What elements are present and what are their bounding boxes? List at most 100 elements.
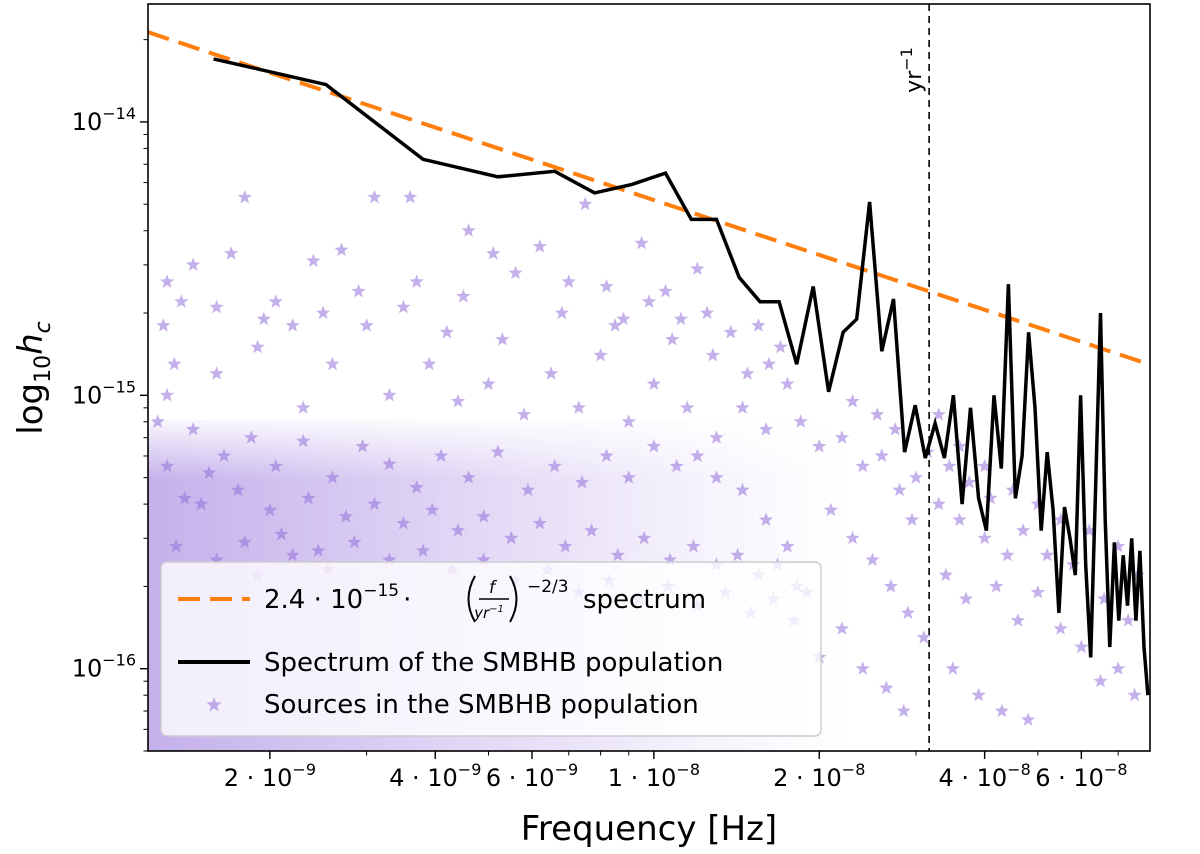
source-star-point (823, 502, 838, 517)
source-star-point (396, 299, 411, 314)
source-star-point (244, 430, 259, 444)
source-star-point (962, 475, 977, 489)
power-law-spectrum-line (148, 30, 1150, 367)
source-star-point (735, 400, 750, 414)
source-star-point (450, 523, 466, 537)
x-axis-title: Frequency [Hz] (521, 809, 777, 849)
source-star-point (730, 547, 745, 562)
legend-close-paren (509, 575, 518, 623)
source-star-point (1111, 661, 1126, 675)
legend-spectrum-word: spectrum (583, 585, 706, 615)
source-star-point (621, 414, 636, 428)
x-tick-exponent: −8 (1104, 760, 1128, 779)
x-tick-label: 4 · 10−8 (938, 760, 1030, 792)
source-star-point (532, 239, 547, 253)
source-star-point (355, 439, 370, 453)
y-tick-label: 10−15 (72, 377, 136, 409)
source-star-point (1053, 512, 1068, 526)
source-star-point (532, 515, 547, 530)
x-tick-exponent: −8 (1007, 760, 1031, 779)
source-star-point (900, 605, 915, 619)
plot-frame (147, 3, 1151, 752)
source-star-point (780, 376, 795, 391)
y-tick-label: 10−14 (72, 104, 136, 136)
source-star-point (209, 299, 224, 314)
source-star-point (879, 680, 894, 695)
x-tick-label: 4 · 10−9 (389, 760, 481, 792)
svg-text:2.4 · 10−15·: 2.4 · 10−15 · (264, 581, 411, 615)
legend-swatch-sources-star (206, 697, 222, 712)
source-star-point (311, 543, 326, 557)
source-star-point (1082, 523, 1097, 537)
source-star-point (274, 526, 289, 541)
source-star-point (296, 400, 311, 414)
legend-box (160, 561, 822, 737)
source-star-point (793, 414, 808, 428)
source-star-point (641, 294, 657, 308)
source-star-point (347, 534, 362, 549)
source-star-point (382, 387, 397, 402)
source-star-point (855, 458, 870, 473)
source-star-point (896, 703, 911, 718)
source-star-point (230, 482, 246, 497)
source-star-point (338, 509, 353, 523)
source-star-point (396, 515, 411, 530)
source-star-point (892, 482, 907, 497)
source-star-point (415, 543, 431, 557)
source-star-point (593, 347, 608, 362)
source-star-point (709, 430, 724, 444)
legend-power: −2/3 (527, 577, 569, 597)
source-star-point (174, 294, 189, 308)
source-star-point (547, 458, 562, 473)
y-tick-base: 10 (72, 381, 103, 409)
source-star-point (169, 539, 184, 553)
legend-dot: · (403, 585, 411, 615)
source-star-point (908, 470, 924, 484)
source-star-point (216, 448, 232, 462)
y-tick-label: 10−16 (72, 651, 136, 683)
y-tick-base: 10 (72, 655, 103, 683)
source-star-point (983, 490, 998, 505)
source-star-point (977, 530, 992, 545)
source-star-point (709, 470, 724, 484)
x-tick-mantissa: 6 · 10 (486, 764, 555, 792)
source-star-point (599, 448, 614, 462)
legend-frac-den-exp: −1 (489, 604, 504, 615)
source-star-point (461, 470, 476, 484)
legend-label-power-law: 2.4 · 10−15 · f yr−1 −2/3 spectrum (264, 575, 706, 623)
source-star-point (931, 407, 946, 421)
source-star-point (834, 621, 850, 635)
source-star-point (690, 261, 705, 275)
legend-frac-num: f (489, 578, 498, 598)
source-star-point (476, 509, 491, 523)
source-star-point (520, 482, 536, 497)
source-star-point (256, 311, 271, 326)
source-star-point (351, 283, 366, 298)
source-star-point (495, 332, 510, 346)
source-star-point (610, 547, 625, 562)
source-star-point (874, 448, 889, 462)
source-star-point (490, 444, 505, 459)
source-star-point (461, 223, 476, 237)
source-star-point (662, 552, 678, 566)
source-star-point (952, 512, 967, 526)
source-star-point (1005, 482, 1020, 497)
source-star-point (409, 480, 424, 494)
yr-label-exp: −1 (897, 47, 916, 71)
source-star-point (855, 661, 870, 675)
source-star-point (177, 490, 192, 505)
source-star-point (883, 578, 898, 593)
x-tick-mantissa: 2 · 10 (224, 764, 293, 792)
y-tick-exponent: −14 (102, 104, 136, 123)
source-star-point (780, 539, 795, 553)
source-star-point (201, 465, 217, 479)
source-star-point (508, 265, 523, 280)
source-star-point (250, 339, 265, 354)
source-star-point (574, 475, 590, 489)
source-star-point (325, 470, 340, 484)
source-star-point (916, 630, 931, 644)
legend-frac-den: yr (473, 604, 490, 622)
source-star-point (669, 458, 684, 473)
source-star-point (1074, 639, 1089, 654)
x-tick-mantissa: 2 · 10 (773, 764, 842, 792)
